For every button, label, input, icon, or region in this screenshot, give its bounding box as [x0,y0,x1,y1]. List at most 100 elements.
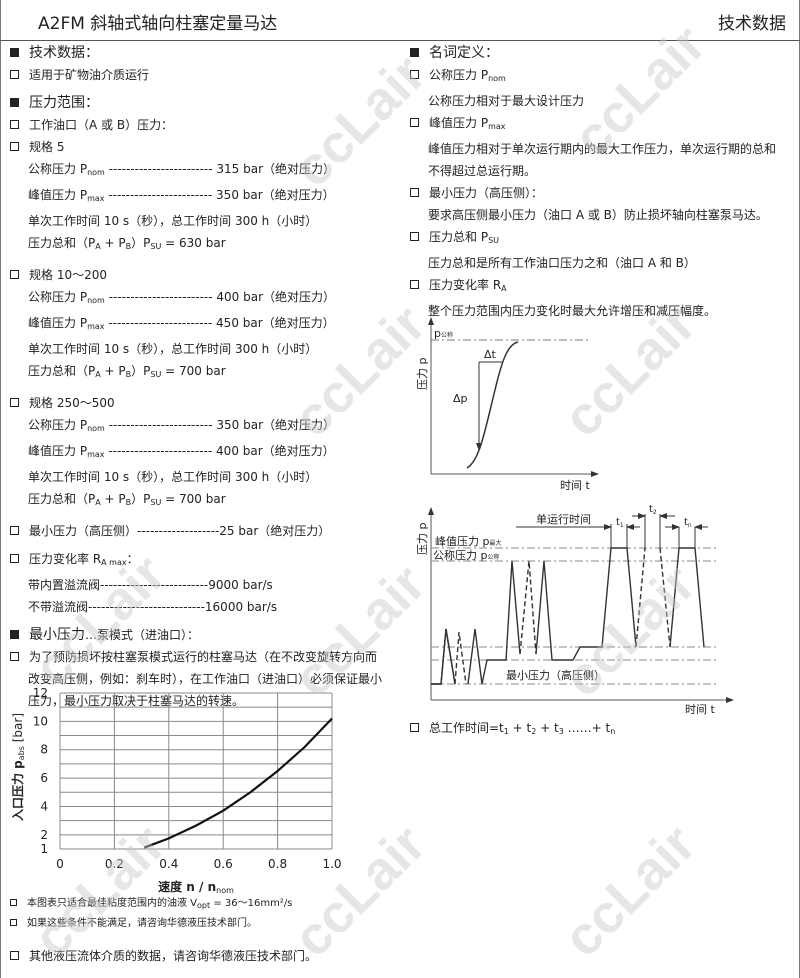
left-border [0,0,1,978]
heading-tech-data: 技术数据： [10,42,382,64]
definition-text: 公称压力相对于最大设计压力 [428,94,585,108]
square-bullet-icon [10,899,17,906]
square-bullet-icon [410,723,419,732]
pnom-label: p公称 [434,327,453,340]
list-item-size-5: 规格 5 [10,136,382,158]
y-tick-label: 6 [40,771,48,785]
spec-line: 压力总和（PA + PB）PSU = 700 bar [28,492,226,507]
square-bullet-icon [10,120,19,129]
pressure-curve [466,341,519,469]
x-tick-label: 1.0 [322,857,341,871]
right-column: 名词定义： 公称压力 Pnom 公称压力相对于最大设计压力 峰值压力 Pmax … [410,42,776,322]
y-tick-label: 10 [33,714,48,728]
page-header: A2FM 斜轴式轴向柱塞定量马达 技术数据 [0,0,800,41]
nominal-label: 公称压力 p公称 [433,548,500,562]
min-pressure-label: 最小压力（高压侧） [506,668,605,682]
list-item-size-10-200: 规格 10～200 [10,264,382,286]
t2-label: t2 [649,504,657,516]
definition-text: 峰值压力相对于单次运行期内的最大工作压力，单次运行期的总和 [428,142,777,156]
square-bullet-icon [10,70,19,79]
definition-term: 压力变化率 RA [410,274,776,300]
y-axis-label: 压力 p [416,523,429,555]
square-bullet-icon [10,142,19,151]
definition-text: 整个压力范围内压力变化时最大允许增压和减压幅度。 [428,304,717,318]
square-bullet-icon [410,280,419,289]
total-time-line: 总工作时间=t1 + t2 + t3 ……+ tn [410,717,615,743]
list-item: 工作油口（A 或 B）压力： [10,114,382,136]
min-pressure-chart: 0 0.2 0.4 0.6 0.8 1.0 12 4 6 8 10 12 速度 n / nnom 入口压力… [10,686,342,895]
note: 本图表只适合最佳粘度范围内的油液 Vopt = 36～16mm²/s [10,895,317,915]
y-tick-label: 1 [40,842,48,856]
x-axis-label: 时间 t [685,703,715,715]
list-item: 适用于矿物油介质运行 [10,64,382,86]
pressure-cycle-diagram: 单运行时间 t1 t2 tn 峰值压力 p最大 公称压力 p公称 最小压力（高压… [416,504,734,715]
data-line [143,717,333,849]
spec-line: 压力总和（PA + PB）PSU = 700 bar [28,364,226,379]
square-bullet-icon [10,919,17,926]
definition-text: 要求高压侧最小压力（油口 A 或 B）防止损坏轴向柱塞泵马达。 [428,208,768,222]
square-bullet-icon [410,232,419,241]
filled-square-icon [10,630,19,639]
y-axis-label: 入口压力 pabs [bar] [10,713,26,821]
y-tick-label: 2 [40,828,48,842]
y-tick-label: 4 [40,799,48,813]
square-bullet-icon [410,188,419,197]
definition-text: 不得超过总运行期。 [428,164,537,178]
square-bullet-icon [10,951,19,960]
list-item-pressure-rate: 压力变化率 RA max： [10,548,382,574]
definition-text: 压力总和是所有工作油口压力之和（油口 A 和 B） [428,256,696,270]
spec-line: 单次工作时间 10 s（秒），总工作时间 300 h（小时） [28,470,318,484]
chart-notes: 本图表只适合最佳粘度范围内的油液 Vopt = 36～16mm²/s 如果这些条… [10,895,317,965]
paragraph-line: 压力，最小压力取决于柱塞马达的转速。 [28,694,245,708]
square-bullet-icon [410,118,419,127]
spec-line: 公称压力 Pnom ------------------------ 350 b… [28,418,336,433]
filled-square-icon [10,98,19,107]
single-run-label: 单运行时间 [536,513,591,526]
x-tick-label: 0.6 [214,857,233,871]
x-axis-label: 速度 n / nnom [158,879,234,895]
x-tick-label: 0.4 [159,857,178,871]
definition-term: 最小压力（高压侧）： [410,182,776,204]
heading-min-pressure: 最小压力…泵模式（进油口）： [10,624,382,646]
peak-label: 峰值压力 p最大 [435,535,502,548]
x-tick-label: 0 [56,857,64,871]
spec-line: 压力总和（PA + PB）PSU = 630 bar [28,236,226,251]
square-bullet-icon [10,398,19,407]
square-bullet-icon [10,526,19,535]
square-bullet-icon [10,270,19,279]
filled-square-icon [10,48,19,57]
square-bullet-icon [10,652,19,661]
reference-lines [431,547,717,685]
paragraph-line: 改变高压侧，例如：刹车时），在工作油口（进油口）必须保证最小 [28,672,383,686]
y-tick-label: 8 [40,743,48,757]
heading-pressure-range: 压力范围： [10,92,382,114]
tn-label: tn [684,517,692,529]
spec-line: 公称压力 Pnom ------------------------ 400 b… [28,290,336,305]
filled-square-icon [410,48,419,57]
spec-line: 峰值压力 Pmax ------------------------ 450 b… [28,316,335,331]
note: 其他液压流体介质的数据，请咨询华德液压技术部门。 [10,947,317,965]
dt-label: Δt [484,348,497,361]
x-tick-label: 0.8 [268,857,287,871]
page-title: A2FM 斜轴式轴向柱塞定量马达 [38,14,278,34]
y-tick-label: 12 [33,686,48,700]
y-axis-label: 压力 p [416,358,429,390]
note: 如果这些条件不能满足，请咨询华德液压技术部门。 [10,915,317,933]
square-bullet-icon [10,554,19,563]
spec-line: 不带溢流阀---------------------------16000 ba… [28,600,278,614]
dp-label: Δp [453,392,468,405]
paragraph: 为了预防损坏按柱塞泵模式运行的柱塞马达（在不改变旋转方向而 [10,646,382,668]
spec-line: 单次工作时间 10 s（秒），总工作时间 300 h（小时） [28,342,318,356]
spec-line: 单次工作时间 10 s（秒），总工作时间 300 h（小时） [28,214,318,228]
x-tick-label: 0.2 [105,857,124,871]
watermark: ccLair [552,813,708,969]
total-time: 总工作时间=t1 + t2 + t3 ……+ tn [410,717,615,743]
x-axis-label: 时间 t [560,479,590,492]
heading-definitions: 名词定义： [410,42,776,64]
list-item-size-250-500: 规格 250～500 [10,392,382,414]
time-markers [516,513,708,548]
list-item-min-pressure: 最小压力（高压侧）-------------------25 bar（绝对压力） [10,520,382,542]
pressure-rate-diagram: p公称 Δt Δp 时间 t 压力 p [416,317,599,492]
spec-line: 峰值压力 Pmax ------------------------ 400 b… [28,444,335,459]
